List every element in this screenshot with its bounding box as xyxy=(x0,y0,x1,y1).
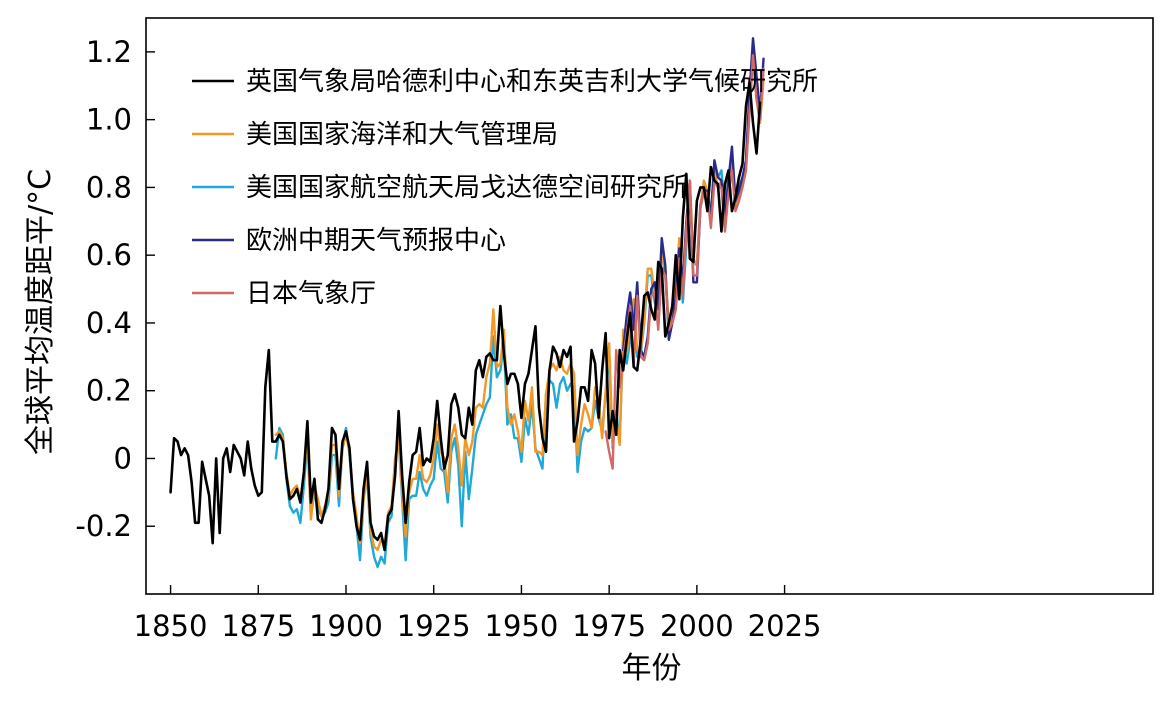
y-tick-label: 0.4 xyxy=(86,306,132,340)
y-tick-label: 1.0 xyxy=(86,103,132,137)
series-line-1 xyxy=(169,81,762,552)
x-tick-label: 1950 xyxy=(485,609,559,643)
x-tick-label: 1975 xyxy=(572,609,646,643)
plot-frame xyxy=(145,17,1154,595)
x-tick-label: 1850 xyxy=(134,609,208,643)
x-axis-title: 年份 xyxy=(622,651,682,686)
legend-label-5: 日本气象厅 xyxy=(246,279,376,309)
y-axis-title: 全球平均温度距平/°C xyxy=(23,169,58,455)
y-tick-label: 1.2 xyxy=(86,35,132,69)
y-tick-label: 0.6 xyxy=(86,238,132,272)
x-tick-label: 1925 xyxy=(397,609,471,643)
y-tick-label: 0.8 xyxy=(86,170,132,204)
series-line-5 xyxy=(604,54,765,470)
y-tick-label: -0.2 xyxy=(75,509,132,543)
x-tick-label: 2025 xyxy=(748,609,822,643)
legend-label-3: 美国国家航空航天局戈达德空间研究所 xyxy=(246,173,688,203)
legend-label-1: 英国气象局哈德利中心和东英吉利大学气候研究所 xyxy=(246,67,818,97)
x-tick-label: 1900 xyxy=(309,609,383,643)
legend-label-4: 欧洲中期天气预报中心 xyxy=(246,226,506,256)
y-tick-label: 0.2 xyxy=(86,374,132,408)
x-tick-label: 2000 xyxy=(660,609,734,643)
x-tick-label: 1875 xyxy=(221,609,295,643)
y-tick-label: 0 xyxy=(114,441,132,475)
legend-label-2: 美国国家海洋和大气管理局 xyxy=(246,120,558,150)
